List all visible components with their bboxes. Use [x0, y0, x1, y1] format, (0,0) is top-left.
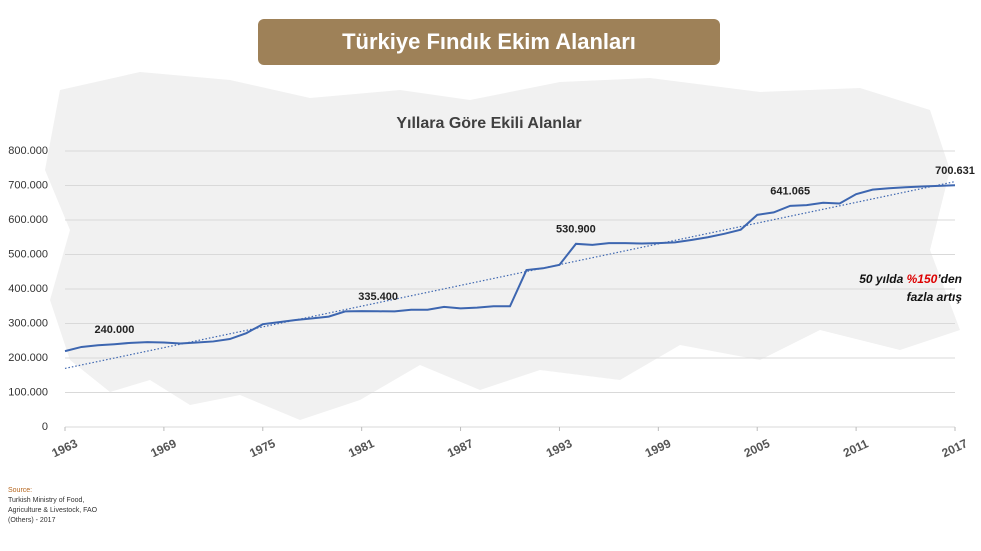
- annotation: 50 yılda %150’den: [859, 272, 962, 286]
- data-label: 700.631: [935, 165, 975, 177]
- y-tick-label: 0: [42, 421, 48, 433]
- trendline: [64, 181, 956, 369]
- x-tick-label: 1981: [346, 436, 376, 460]
- banner-title: Türkiye Fındık Ekim Alanları: [342, 29, 636, 54]
- chart-title: Yıllara Göre Ekili Alanlar: [396, 115, 581, 132]
- y-tick-label: 200.000: [8, 352, 48, 364]
- x-tick-label: 1963: [50, 436, 80, 460]
- banner-box: [258, 19, 720, 65]
- annotation-highlight: %150: [907, 272, 938, 286]
- y-tick-label: 400.000: [8, 283, 48, 295]
- data-label: 530.900: [556, 224, 596, 236]
- source-heading: Source:: [8, 487, 32, 494]
- data-label: 335.400: [358, 291, 398, 303]
- source-line: (Others) - 2017: [8, 517, 56, 524]
- data-label: 240.000: [95, 324, 135, 336]
- data-line: [64, 184, 956, 353]
- x-tick-label: 1999: [643, 436, 673, 460]
- y-tick-label: 100.000: [8, 386, 48, 398]
- annotation-text: ’den: [937, 272, 962, 286]
- y-tick-label: 500.000: [8, 248, 48, 260]
- map-background: [45, 72, 960, 420]
- x-tick-label: 2005: [742, 436, 772, 460]
- source-line: Agriculture & Livestock, FAO: [8, 507, 98, 514]
- annotation-text: 50 yılda: [859, 272, 903, 286]
- x-tick-label: 2011: [841, 436, 871, 460]
- x-tick-label: 1975: [247, 436, 277, 460]
- data-label: 641.065: [770, 186, 810, 198]
- x-tick-label: 2017: [940, 436, 970, 460]
- x-tick-label: 1987: [445, 436, 475, 460]
- y-tick-label: 800.000: [8, 145, 48, 157]
- source-line: Turkish Ministry of Food,: [8, 497, 84, 504]
- y-tick-label: 300.000: [8, 317, 48, 329]
- y-tick-label: 700.000: [8, 179, 48, 191]
- annotation: fazla artış: [907, 290, 963, 304]
- x-tick-label: 1993: [544, 436, 574, 460]
- x-tick-label: 1969: [148, 436, 178, 460]
- y-tick-label: 600.000: [8, 214, 48, 226]
